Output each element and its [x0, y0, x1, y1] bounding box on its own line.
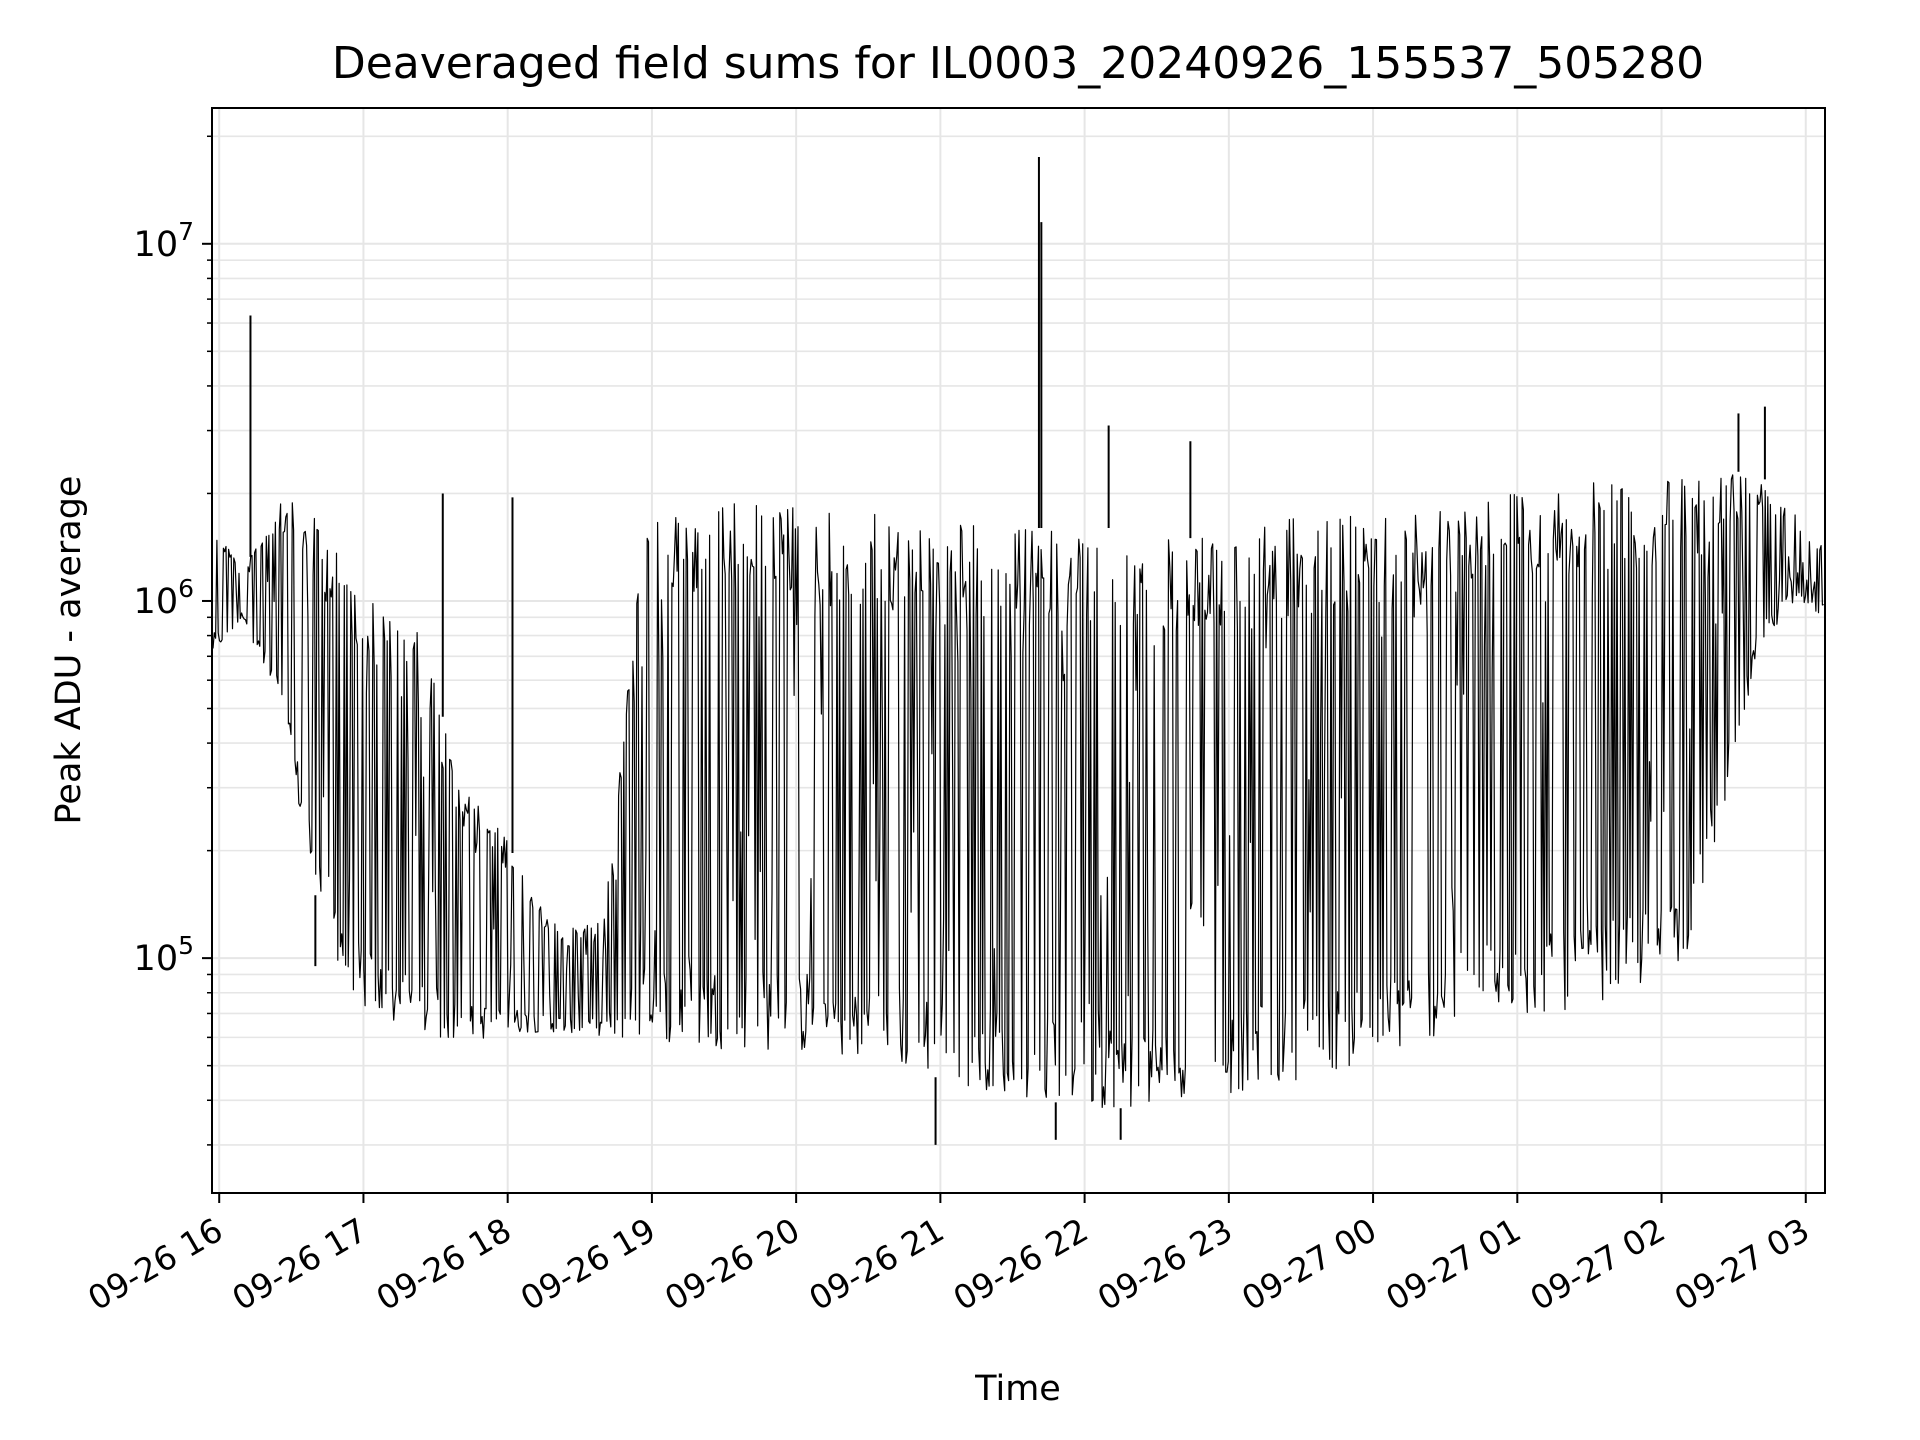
y-tick-label: 107 — [134, 217, 194, 265]
series-line — [212, 474, 1824, 1108]
y-axis-label: Peak ADU - average — [49, 476, 89, 825]
plot-frame — [211, 107, 1826, 1194]
horizontal-gridlines — [212, 135, 1825, 1146]
chart-title: Deaveraged field sums for IL0003_2024092… — [332, 38, 1704, 89]
y-tick-label: 105 — [134, 931, 194, 979]
y-tick-label: 106 — [134, 574, 194, 622]
x-axis-label: Time — [974, 1369, 1061, 1409]
data-series — [212, 156, 1824, 1145]
y-axis: 105 106 107 — [134, 135, 212, 1146]
